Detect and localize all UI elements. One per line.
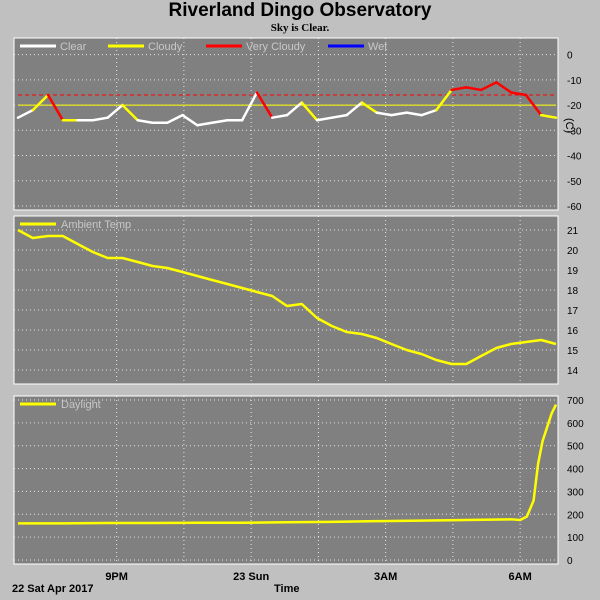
- sky-unit-label: (C): [563, 118, 575, 133]
- sky-segment-11: [181, 113, 199, 127]
- temp-ytick-2: 19: [567, 266, 579, 277]
- sky-segment-2: [46, 93, 65, 122]
- day-ytick-6: 100: [567, 533, 584, 544]
- sky-segment-8: [136, 118, 154, 124]
- sky-series: [16, 81, 558, 127]
- temp-y-axis: 21 20 19 18 17 16 15 14: [567, 226, 579, 377]
- sky-plot-area: [13, 37, 559, 211]
- sky-segment-0: [16, 108, 35, 119]
- sky-segment-20: [315, 116, 334, 122]
- sky-ytick-3: -30: [567, 126, 582, 137]
- sky-segment-29: [450, 86, 468, 92]
- sky-segment-18: [285, 101, 304, 117]
- temp-ytick-6: 15: [567, 346, 579, 357]
- sky-segment-21: [330, 113, 348, 119]
- sky-y-axis: 0 -10 -20 -30 -40 -50 -60: [567, 51, 582, 213]
- sky-segment-33: [509, 91, 528, 97]
- sky-segment-28: [435, 88, 453, 112]
- x-label-1: 23 Sun: [233, 571, 269, 583]
- sky-legend-label-1: Cloudy: [148, 41, 183, 53]
- temp-legend: Ambient Temp: [20, 219, 131, 231]
- sky-segment-5: [91, 116, 109, 122]
- day-ytick-3: 400: [567, 465, 584, 476]
- x-label-2: 3AM: [374, 571, 397, 583]
- sky-legend-label-0: Clear: [60, 41, 87, 53]
- temp-ytick-3: 18: [567, 286, 579, 297]
- temp-plot-area: [13, 215, 559, 385]
- sky-segment-1: [31, 93, 50, 112]
- temp-series: [17, 228, 557, 366]
- daylight-plot-area: [13, 395, 559, 565]
- panel-sky: Clear Cloudy Very Cloudy Wet 0 -10 -20 -30 -40 -…: [13, 37, 582, 213]
- temp-ytick-0: 21: [567, 226, 579, 237]
- day-ytick-5: 200: [567, 510, 584, 521]
- sky-segment-10: [166, 113, 184, 124]
- day-series-line: [18, 404, 558, 525]
- panel-daylight: Daylight 700 600 500 400 300 200 100 0: [13, 395, 584, 567]
- daylight-grid: [14, 396, 558, 564]
- sky-ytick-2: -20: [567, 101, 582, 112]
- sky-ytick-5: -50: [567, 177, 582, 188]
- temp-legend-label: Ambient Temp: [61, 219, 131, 231]
- sky-segment-12: [196, 121, 214, 127]
- sky-segment-32: [495, 81, 513, 94]
- day-legend-label: Daylight: [61, 399, 101, 411]
- sky-segment-23: [360, 101, 378, 114]
- sky-ytick-6: -60: [567, 202, 582, 213]
- sky-legend-label-3: Wet: [368, 41, 387, 53]
- sky-segment-22: [345, 101, 364, 117]
- sky-segment-17: [270, 113, 289, 119]
- temp-ytick-4: 17: [567, 306, 579, 317]
- day-ytick-2: 500: [567, 442, 584, 453]
- x-label-3: 6AM: [509, 571, 532, 583]
- sky-ytick-4: -40: [567, 152, 582, 163]
- sky-segment-30: [465, 86, 483, 92]
- day-ytick-1: 600: [567, 419, 584, 430]
- daylight-series: [18, 404, 558, 525]
- sky-status: Sky is Clear.: [270, 22, 330, 34]
- day-ytick-0: 700: [567, 396, 584, 407]
- temp-ytick-5: 16: [567, 326, 579, 337]
- sky-legend: Clear Cloudy Very Cloudy Wet: [20, 41, 387, 53]
- sky-segment-13: [210, 118, 229, 124]
- chart-title: Riverland Dingo Observatory: [168, 0, 432, 21]
- x-label-0: 9PM: [105, 571, 128, 583]
- daylight-legend: Daylight: [20, 399, 101, 411]
- sky-segment-27: [420, 108, 438, 117]
- x-axis-title: Time: [274, 583, 299, 595]
- sky-segment-16: [255, 91, 274, 119]
- sky-ytick-0: 0: [567, 51, 573, 62]
- sky-segment-26: [405, 111, 423, 117]
- sky-segment-25: [390, 111, 408, 117]
- sky-segment-34: [524, 93, 543, 117]
- sky-segment-6: [106, 103, 124, 119]
- day-ytick-4: 300: [567, 487, 584, 498]
- temp-ytick-7: 14: [567, 366, 579, 377]
- temp-ytick-1: 20: [567, 246, 579, 257]
- sky-ytick-1: -10: [567, 76, 582, 87]
- sky-segment-24: [375, 111, 393, 117]
- sky-segment-35: [539, 113, 558, 119]
- x-axis-labels: 9PM 23 Sun 3AM 6AM: [105, 571, 531, 583]
- sky-segment-15: [240, 91, 259, 122]
- date-label: 22 Sat Apr 2017: [12, 583, 94, 595]
- sky-segment-7: [121, 103, 139, 122]
- sky-segment-31: [479, 81, 498, 92]
- panel-temp: Ambient Temp 21 20 19 18 17 16 15 14: [13, 215, 579, 385]
- day-ytick-7: 0: [567, 556, 573, 567]
- sky-legend-label-2: Very Cloudy: [246, 41, 306, 53]
- sky-segment-19: [300, 101, 319, 122]
- temp-grid: [14, 216, 558, 384]
- temp-series-line: [17, 228, 557, 366]
- daylight-y-axis: 700 600 500 400 300 200 100 0: [567, 396, 584, 567]
